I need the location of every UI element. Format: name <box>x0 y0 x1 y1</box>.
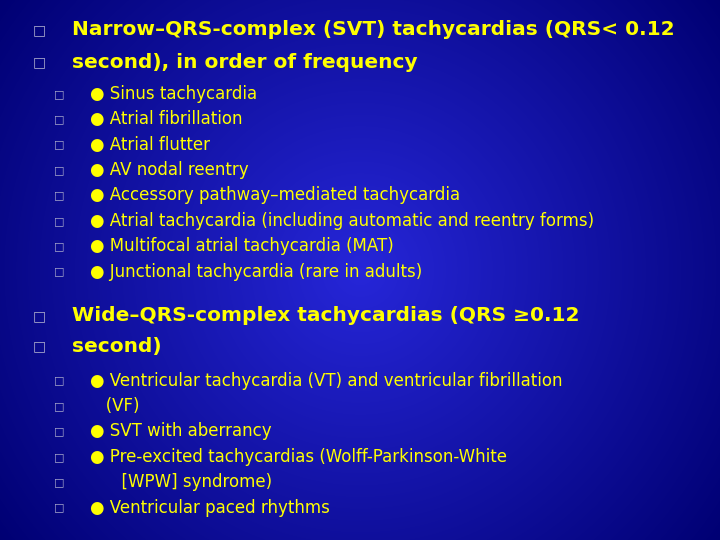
Text: □: □ <box>54 267 65 276</box>
Text: □: □ <box>54 241 65 251</box>
Text: Narrow–QRS-complex (SVT) tachycardias (QRS< 0.12: Narrow–QRS-complex (SVT) tachycardias (Q… <box>72 20 675 39</box>
Text: □: □ <box>54 140 65 150</box>
Text: [WPW] syndrome): [WPW] syndrome) <box>90 473 272 491</box>
Text: second), in order of frequency: second), in order of frequency <box>72 52 418 72</box>
Text: ● Atrial tachycardia (including automatic and reentry forms): ● Atrial tachycardia (including automati… <box>90 212 594 230</box>
Text: second): second) <box>72 337 161 356</box>
Text: □: □ <box>54 114 65 124</box>
Text: ● AV nodal reentry: ● AV nodal reentry <box>90 161 248 179</box>
Text: □: □ <box>32 309 45 323</box>
Text: □: □ <box>54 452 65 462</box>
Text: ● Sinus tachycardia: ● Sinus tachycardia <box>90 85 257 103</box>
Text: □: □ <box>54 191 65 200</box>
Text: Wide–QRS-complex tachycardias (QRS ≥0.12: Wide–QRS-complex tachycardias (QRS ≥0.12 <box>72 306 580 326</box>
Text: ● Multifocal atrial tachycardia (MAT): ● Multifocal atrial tachycardia (MAT) <box>90 237 394 255</box>
Text: □: □ <box>54 427 65 436</box>
Text: □: □ <box>54 376 65 386</box>
Text: ● Pre-excited tachycardias (Wolff-Parkinson-White: ● Pre-excited tachycardias (Wolff-Parkin… <box>90 448 507 466</box>
Text: □: □ <box>54 477 65 487</box>
Text: □: □ <box>32 340 45 354</box>
Text: □: □ <box>32 23 45 37</box>
Text: □: □ <box>54 401 65 411</box>
Text: ● SVT with aberrancy: ● SVT with aberrancy <box>90 422 271 441</box>
Text: ● Ventricular paced rhythms: ● Ventricular paced rhythms <box>90 498 330 517</box>
Text: □: □ <box>54 89 65 99</box>
Text: ● Accessory pathway–mediated tachycardia: ● Accessory pathway–mediated tachycardia <box>90 186 460 205</box>
Text: ● Atrial flutter: ● Atrial flutter <box>90 136 210 154</box>
Text: (VF): (VF) <box>90 397 140 415</box>
Text: □: □ <box>32 55 45 69</box>
Text: □: □ <box>54 216 65 226</box>
Text: □: □ <box>54 503 65 512</box>
Text: □: □ <box>54 165 65 175</box>
Text: ● Atrial fibrillation: ● Atrial fibrillation <box>90 110 243 129</box>
Text: ● Ventricular tachycardia (VT) and ventricular fibrillation: ● Ventricular tachycardia (VT) and ventr… <box>90 372 562 390</box>
Text: ● Junctional tachycardia (rare in adults): ● Junctional tachycardia (rare in adults… <box>90 262 422 281</box>
